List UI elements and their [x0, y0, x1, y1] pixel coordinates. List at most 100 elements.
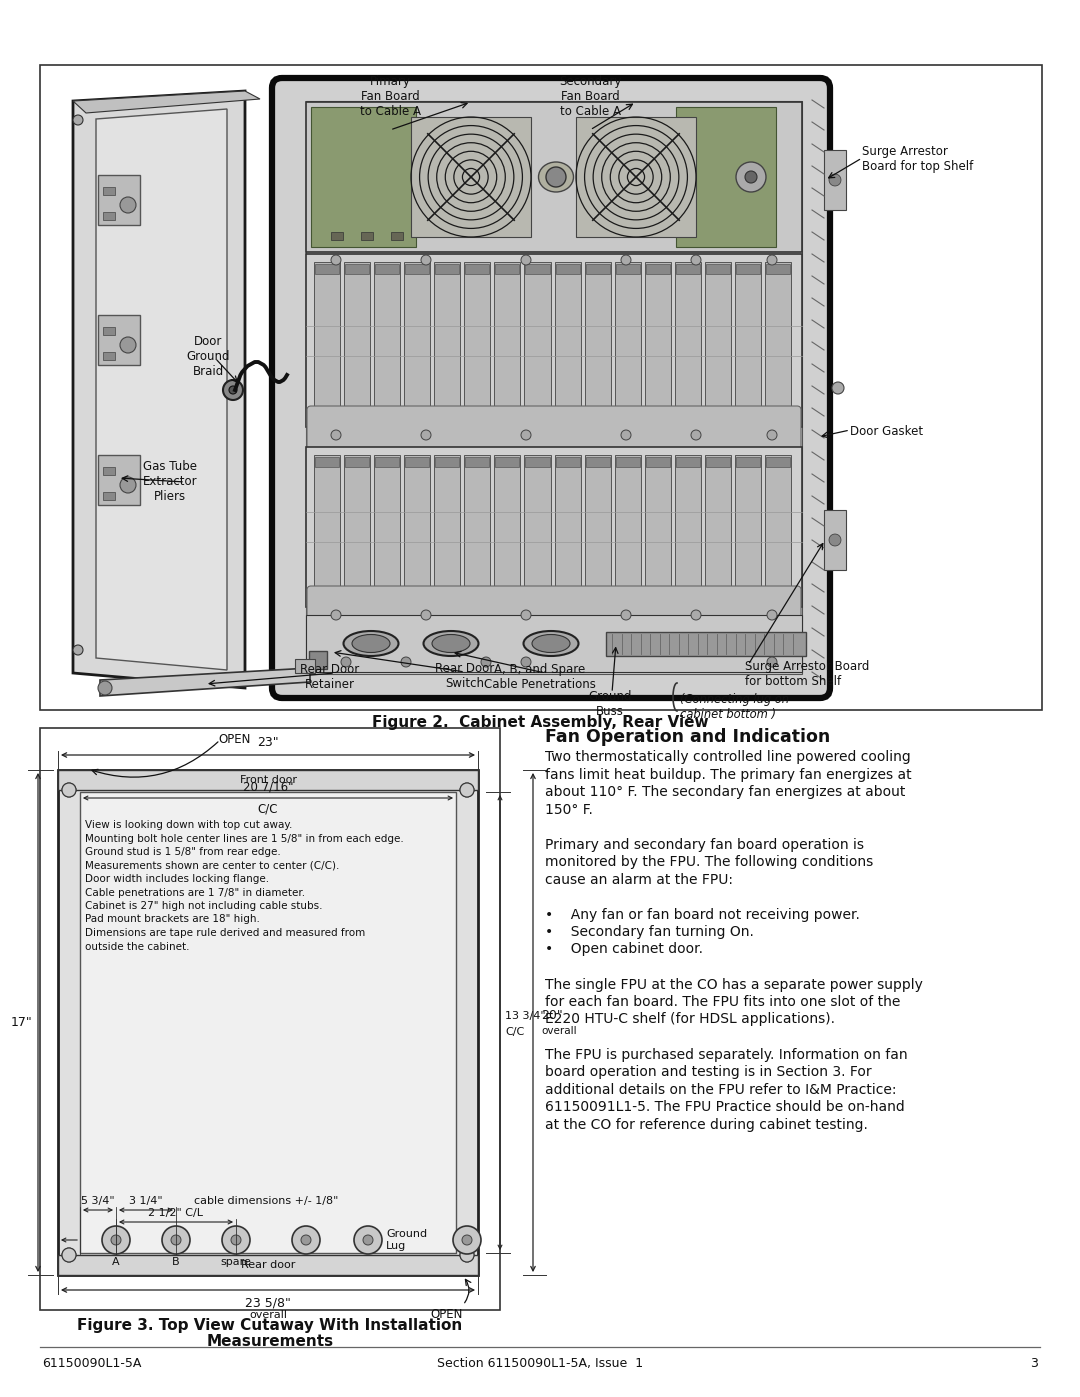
Text: Section 61150090L1-5A, Issue  1: Section 61150090L1-5A, Issue 1 [437, 1356, 643, 1370]
Circle shape [546, 168, 566, 187]
Bar [585, 457, 609, 467]
Bar [646, 457, 670, 467]
Bar [103, 212, 114, 219]
Bar [58, 770, 478, 1275]
Bar [735, 264, 760, 274]
Circle shape [120, 197, 136, 212]
Bar [496, 457, 519, 467]
Circle shape [171, 1235, 181, 1245]
Circle shape [102, 1227, 130, 1255]
Text: Front door: Front door [240, 775, 297, 785]
Circle shape [691, 256, 701, 265]
Bar [616, 407, 639, 416]
Text: Measurements: Measurements [206, 1334, 334, 1350]
Circle shape [111, 1235, 121, 1245]
Circle shape [363, 1235, 373, 1245]
Text: •    Any fan or fan board not receiving power.: • Any fan or fan board not receiving pow… [545, 908, 860, 922]
Bar [98, 314, 140, 365]
Circle shape [767, 657, 777, 666]
Ellipse shape [524, 631, 579, 657]
Circle shape [832, 381, 843, 394]
Circle shape [621, 430, 631, 440]
Bar [495, 455, 521, 599]
Bar [465, 407, 489, 416]
Bar [585, 264, 609, 274]
Circle shape [330, 610, 341, 620]
Bar [405, 587, 429, 597]
Bar [345, 263, 370, 419]
Bar [391, 232, 403, 240]
Ellipse shape [352, 634, 390, 652]
Circle shape [464, 1252, 470, 1259]
Text: for each fan board. The FPU fits into one slot of the: for each fan board. The FPU fits into on… [545, 995, 901, 1009]
Bar [645, 263, 671, 419]
Circle shape [401, 657, 411, 666]
Bar [464, 263, 490, 419]
Bar [555, 264, 580, 274]
Bar [435, 457, 459, 467]
Bar [706, 457, 730, 467]
Bar [103, 492, 114, 500]
Text: (Connecting lug on
cabinet bottom ): (Connecting lug on cabinet bottom ) [680, 693, 789, 721]
Text: Rear Door
Switch: Rear Door Switch [435, 662, 495, 690]
Circle shape [464, 787, 470, 793]
Bar [315, 587, 339, 597]
Text: OPEN: OPEN [431, 1308, 463, 1322]
Bar [315, 264, 339, 274]
Bar [98, 455, 140, 504]
Circle shape [621, 610, 631, 620]
Text: Fan Operation and Indication: Fan Operation and Indication [545, 728, 831, 746]
Bar [646, 587, 670, 597]
Text: Ground
Buss: Ground Buss [589, 690, 632, 718]
Polygon shape [100, 668, 310, 696]
Circle shape [120, 337, 136, 353]
FancyBboxPatch shape [272, 78, 831, 698]
Text: about 110° F. The secondary fan energizes at about: about 110° F. The secondary fan energize… [545, 785, 905, 799]
Bar [361, 232, 373, 240]
Bar [526, 407, 550, 416]
Bar [58, 770, 478, 789]
Bar [465, 457, 489, 467]
Bar [311, 108, 416, 247]
Bar [306, 101, 802, 673]
Bar [346, 407, 369, 416]
Text: B: B [172, 1257, 179, 1267]
Bar [58, 1255, 478, 1275]
Bar [676, 264, 700, 274]
Bar [554, 263, 581, 419]
Bar [606, 631, 806, 655]
Text: Rear door: Rear door [241, 1260, 295, 1270]
Circle shape [341, 657, 351, 666]
Circle shape [120, 476, 136, 493]
Text: Primary and secondary fan board operation is: Primary and secondary fan board operatio… [545, 837, 864, 852]
Bar [309, 651, 327, 669]
Bar [306, 615, 802, 672]
Text: •    Secondary fan turning On.: • Secondary fan turning On. [545, 925, 754, 939]
Bar [585, 587, 609, 597]
Circle shape [460, 1248, 474, 1261]
Text: additional details on the FPU refer to I&M Practice:: additional details on the FPU refer to I… [545, 1083, 896, 1097]
Bar [824, 149, 846, 210]
Bar [525, 263, 551, 419]
Circle shape [222, 1227, 249, 1255]
Text: Measurements shown are center to center (C/C).: Measurements shown are center to center … [85, 861, 339, 870]
Bar [295, 659, 315, 673]
Circle shape [229, 386, 237, 394]
Text: outside the cabinet.: outside the cabinet. [85, 942, 189, 951]
Circle shape [330, 430, 341, 440]
Circle shape [73, 115, 83, 124]
Bar [374, 263, 401, 419]
Polygon shape [73, 91, 245, 687]
Text: 61150090L1-5A: 61150090L1-5A [42, 1356, 141, 1370]
Text: monitored by the FPU. The following conditions: monitored by the FPU. The following cond… [545, 855, 874, 869]
Text: Door width includes locking flange.: Door width includes locking flange. [85, 875, 269, 884]
Circle shape [460, 782, 474, 798]
Bar [735, 457, 760, 467]
Text: Secondary
Fan Board
to Cable A: Secondary Fan Board to Cable A [558, 75, 621, 117]
Bar [103, 352, 114, 360]
Bar [615, 455, 640, 599]
Bar [375, 587, 400, 597]
Bar [734, 455, 761, 599]
Text: cause an alarm at the FPU:: cause an alarm at the FPU: [545, 873, 733, 887]
Bar [616, 264, 639, 274]
